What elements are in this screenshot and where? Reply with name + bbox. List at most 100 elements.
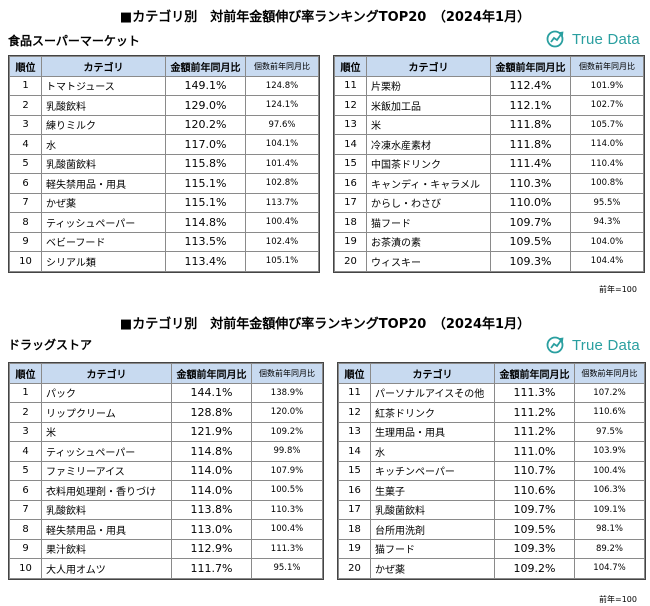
rank-cell: 2	[9, 95, 42, 116]
rank-cell: 3	[9, 114, 42, 135]
header-category: カテゴリ	[370, 363, 495, 384]
table-row: 18 台所用洗剤 109.5% 98.1%	[338, 519, 645, 540]
amount-ratio-cell: 111.8%	[490, 114, 571, 135]
amount-ratio-cell: 109.7%	[490, 212, 571, 233]
amount-ratio-cell: 110.3%	[490, 173, 571, 194]
table-row: 1 パック 144.1% 138.9%	[9, 382, 323, 403]
rank-cell: 2	[9, 402, 42, 423]
category-cell: かぜ薬	[41, 192, 166, 213]
category-cell: 生菓子	[370, 480, 495, 501]
amount-ratio-cell: 109.3%	[490, 251, 571, 272]
header-amount: 金額前年同月比	[490, 56, 571, 77]
category-cell: キッチンペーパー	[370, 460, 495, 481]
section-subtitle: ドラッグストア	[8, 338, 93, 352]
header-rank: 順位	[9, 56, 42, 77]
header-amount: 金額前年同月比	[171, 363, 252, 384]
quantity-ratio-cell: 104.0%	[570, 231, 644, 252]
truedata-logo-icon	[546, 30, 564, 48]
truedata-logo: True Data	[546, 336, 640, 354]
rank-cell: 4	[9, 134, 42, 155]
category-cell: 衣料用処理剤・香りづけ	[41, 480, 172, 501]
rank-cell: 13	[338, 421, 371, 442]
category-cell: 水	[370, 441, 495, 462]
rank-cell: 16	[338, 480, 371, 501]
amount-ratio-cell: 115.1%	[165, 192, 246, 213]
amount-ratio-cell: 112.9%	[171, 538, 252, 559]
header-quantity: 個数前年同月比	[574, 363, 645, 384]
category-cell: ティッシュペーパー	[41, 212, 166, 233]
quantity-ratio-cell: 101.9%	[570, 75, 644, 96]
table-row: 7 乳酸飲料 113.8% 110.3%	[9, 499, 323, 520]
amount-ratio-cell: 113.0%	[171, 519, 252, 540]
rank-cell: 13	[334, 114, 367, 135]
table-row: 5 乳酸菌飲料 115.8% 101.4%	[9, 153, 319, 174]
table-row: 10 大人用オムツ 111.7% 95.1%	[9, 558, 323, 579]
amount-ratio-cell: 109.7%	[494, 499, 575, 520]
table-row: 4 ティッシュペーパー 114.8% 99.8%	[9, 441, 323, 462]
category-cell: 片栗粉	[366, 75, 491, 96]
category-cell: 乳酸菌飲料	[41, 153, 166, 174]
amount-ratio-cell: 115.1%	[165, 173, 246, 194]
table-row: 9 果汁飲料 112.9% 111.3%	[9, 538, 323, 559]
rank-cell: 16	[334, 173, 367, 194]
table-row: 14 冷凍水産素材 111.8% 114.0%	[334, 134, 644, 155]
ranking-table-right: 順位 カテゴリ 金額前年同月比 個数前年同月比 11 パーソナルアイスその他 111…	[337, 362, 646, 580]
quantity-ratio-cell: 110.3%	[251, 499, 323, 520]
amount-ratio-cell: 144.1%	[171, 382, 252, 403]
rank-cell: 11	[338, 382, 371, 403]
quantity-ratio-cell: 102.4%	[245, 231, 319, 252]
header-amount: 金額前年同月比	[165, 56, 246, 77]
table-row: 17 乳酸菌飲料 109.7% 109.1%	[338, 499, 645, 520]
amount-ratio-cell: 120.2%	[165, 114, 246, 135]
quantity-ratio-cell: 124.1%	[245, 95, 319, 116]
table-row: 17 からし・わさび 110.0% 95.5%	[334, 192, 644, 213]
quantity-ratio-cell: 100.8%	[570, 173, 644, 194]
quantity-ratio-cell: 107.9%	[251, 460, 323, 481]
category-cell: 米	[366, 114, 491, 135]
rank-cell: 20	[334, 251, 367, 272]
amount-ratio-cell: 114.8%	[165, 212, 246, 233]
category-cell: 猫フード	[370, 538, 495, 559]
truedata-logo: True Data	[546, 30, 640, 48]
table-row: 8 軽失禁用品・用具 113.0% 100.4%	[9, 519, 323, 540]
ranking-table-left: 順位 カテゴリ 金額前年同月比 個数前年同月比 1 パック 144.1% 138.9%…	[8, 362, 324, 580]
amount-ratio-cell: 128.8%	[171, 402, 252, 423]
category-cell: ファミリーアイス	[41, 460, 172, 481]
category-cell: ティッシュペーパー	[41, 441, 172, 462]
category-cell: シリアル類	[41, 251, 166, 272]
table-row: 3 米 121.9% 109.2%	[9, 421, 323, 442]
quantity-ratio-cell: 102.7%	[570, 95, 644, 116]
category-cell: パック	[41, 382, 172, 403]
rank-cell: 18	[338, 519, 371, 540]
category-cell: パーソナルアイスその他	[370, 382, 495, 403]
amount-ratio-cell: 149.1%	[165, 75, 246, 96]
rank-cell: 4	[9, 441, 42, 462]
rank-cell: 5	[9, 153, 42, 174]
table-row: 14 水 111.0% 103.9%	[338, 441, 645, 462]
table-row: 11 片栗粉 112.4% 101.9%	[334, 75, 644, 96]
amount-ratio-cell: 114.8%	[171, 441, 252, 462]
rank-cell: 19	[334, 231, 367, 252]
rank-cell: 10	[9, 251, 42, 272]
quantity-ratio-cell: 104.1%	[245, 134, 319, 155]
table-row: 12 紅茶ドリンク 111.2% 110.6%	[338, 402, 645, 423]
base-note: 前年=100	[599, 285, 637, 294]
table-row: 2 乳酸飲料 129.0% 124.1%	[9, 95, 319, 116]
rank-cell: 3	[9, 421, 42, 442]
quantity-ratio-cell: 98.1%	[574, 519, 645, 540]
category-cell: 生理用品・用具	[370, 421, 495, 442]
table-row: 3 練りミルク 120.2% 97.6%	[9, 114, 319, 135]
amount-ratio-cell: 111.8%	[490, 134, 571, 155]
quantity-ratio-cell: 107.2%	[574, 382, 645, 403]
quantity-ratio-cell: 104.7%	[574, 558, 645, 579]
quantity-ratio-cell: 105.1%	[245, 251, 319, 272]
table-row: 13 米 111.8% 105.7%	[334, 114, 644, 135]
category-cell: 軽失禁用品・用具	[41, 173, 166, 194]
category-cell: 大人用オムツ	[41, 558, 172, 579]
amount-ratio-cell: 114.0%	[171, 480, 252, 501]
category-cell: 乳酸飲料	[41, 95, 166, 116]
logo-text: True Data	[572, 336, 640, 354]
table-row: 15 キッチンペーパー 110.7% 100.4%	[338, 460, 645, 481]
amount-ratio-cell: 121.9%	[171, 421, 252, 442]
table-row: 19 猫フード 109.3% 89.2%	[338, 538, 645, 559]
